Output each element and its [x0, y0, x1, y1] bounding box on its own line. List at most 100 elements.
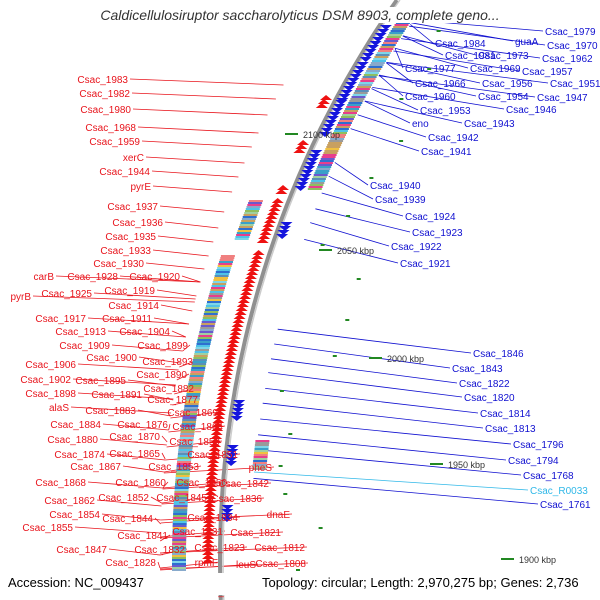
forward-gene-label[interactable]: Csac_1851 [187, 450, 238, 461]
forward-gene-label[interactable]: Csac_1832 [134, 545, 185, 556]
forward-gene-label[interactable]: Csac_1823 [194, 543, 245, 554]
forward-gene-label[interactable]: Csac_1831 [172, 527, 223, 538]
reverse-gene-label[interactable]: Csac_1957 [522, 67, 573, 78]
forward-gene-label[interactable]: Csac_1928 [67, 272, 118, 283]
reverse-gene-label[interactable]: Csac_1946 [506, 105, 557, 116]
forward-gene-label[interactable]: Csac_1899 [137, 341, 188, 352]
forward-gene-label[interactable]: Csac_1847 [56, 545, 107, 556]
forward-gene-label[interactable]: Csac_1867 [70, 462, 121, 473]
forward-gene-label[interactable]: Csac_1868 [35, 478, 86, 489]
forward-gene-label[interactable]: Csac_1852 [98, 493, 149, 504]
reverse-gene-label[interactable]: guaA [515, 37, 539, 48]
reverse-gene-label[interactable]: eno [412, 119, 429, 130]
forward-gene-label[interactable]: Csac_1913 [55, 327, 106, 338]
reverse-gene-label[interactable]: Csac_1962 [542, 54, 593, 65]
forward-gene-label[interactable]: Csac_1982 [79, 89, 130, 100]
forward-gene-label[interactable]: Csac_1911 [102, 314, 152, 325]
forward-gene-label[interactable]: Csac_1808 [255, 559, 306, 570]
reverse-gene-label[interactable]: Csac_1939 [375, 195, 426, 206]
reverse-gene-label[interactable]: Csac_1984 [435, 39, 486, 50]
reverse-gene-label[interactable]: Csac_1761 [540, 500, 591, 511]
reverse-gene-label[interactable]: Csac_1947 [537, 93, 588, 104]
reverse-gene-label[interactable]: Csac_1951 [550, 79, 600, 90]
forward-gene-label[interactable]: Csac_1891 [91, 390, 142, 401]
forward-gene-label[interactable]: Csac_1930 [93, 259, 144, 270]
forward-gene-label[interactable]: Csac_1919 [104, 286, 155, 297]
reverse-gene-label[interactable]: Csac_1943 [464, 119, 515, 130]
forward-gene-label[interactable]: Csac_1898 [25, 389, 76, 400]
forward-gene-label[interactable]: Csac_1882 [143, 384, 194, 395]
forward-gene-label[interactable]: xerC [123, 153, 144, 164]
reverse-gene-label[interactable]: Csac_1970 [547, 41, 598, 52]
forward-gene-label[interactable]: Csac_1906 [25, 360, 76, 371]
reverse-gene-label[interactable]: Csac_1813 [485, 424, 536, 435]
forward-gene-label[interactable]: Csac_1890 [136, 370, 187, 381]
forward-gene-label[interactable]: pheS [249, 463, 273, 474]
reverse-gene-label[interactable]: Csac_1921 [400, 259, 451, 270]
reverse-gene-label[interactable]: Csac_1820 [464, 393, 515, 404]
forward-gene-label[interactable]: alaS [49, 403, 69, 414]
reverse-gene-label[interactable]: Csac_1814 [480, 409, 531, 420]
forward-gene-label[interactable]: Csac_1909 [59, 341, 110, 352]
forward-gene-label[interactable]: Csac_1904 [119, 327, 170, 338]
reverse-gene-label[interactable]: Csac_1966 [415, 79, 466, 90]
forward-gene-label[interactable]: Csac_1983 [77, 75, 128, 86]
forward-gene-label[interactable]: Csac_1865 [109, 449, 160, 460]
forward-gene-label[interactable]: Csac_1980 [80, 105, 131, 116]
reverse-gene-label[interactable]: Csac_1969 [470, 64, 521, 75]
forward-gene-label[interactable]: Csac_1917 [35, 314, 86, 325]
reverse-gene-label[interactable]: Csac_1796 [513, 440, 564, 451]
reverse-gene-label[interactable]: Csac_1843 [452, 364, 503, 375]
forward-gene-label[interactable]: Csac_1880 [47, 435, 98, 446]
forward-gene-label[interactable]: Csac_1895 [75, 376, 126, 387]
reverse-gene-label[interactable]: Csac_1979 [545, 27, 596, 38]
reverse-gene-label[interactable]: Csac_1973 [478, 51, 529, 62]
gene-labels[interactable]: Csac_1986guaACsac_1979Csac_1984Csac_1970… [10, 12, 600, 598]
forward-gene-label[interactable]: Csac_1968 [85, 123, 136, 134]
forward-gene-label[interactable]: pyrB [10, 292, 31, 303]
forward-gene-label[interactable]: Csac_1834 [187, 513, 238, 524]
forward-gene-label[interactable]: Csac_1902 [20, 375, 71, 386]
forward-gene-label[interactable]: Csac_1877 [147, 395, 198, 406]
forward-gene-label[interactable]: dnaE [267, 510, 291, 521]
forward-gene-label[interactable]: Csac_1844 [102, 514, 153, 525]
forward-gene-label[interactable]: Csac_1853 [148, 462, 199, 473]
rna-gene-label[interactable]: Csac_R0033 [530, 486, 588, 497]
forward-gene-label[interactable]: Csac_1884 [50, 420, 101, 431]
reverse-gene-label[interactable]: Csac_1981 [445, 51, 496, 62]
forward-gene-label[interactable]: Csac_1870 [109, 432, 160, 443]
forward-gene-label[interactable]: Csac_1944 [99, 167, 150, 178]
forward-gene-label[interactable]: Csac_1874 [54, 450, 105, 461]
reverse-gene-label[interactable]: Csac_1954 [478, 92, 529, 103]
reverse-gene-label[interactable]: Csac_1953 [420, 106, 471, 117]
forward-gene-label[interactable]: Csac_1864 [172, 422, 223, 433]
reverse-gene-label[interactable]: Csac_1922 [391, 242, 442, 253]
forward-gene-label[interactable]: Csac_1959 [89, 137, 140, 148]
forward-gene-label[interactable]: Csac_1859 [169, 437, 220, 448]
forward-gene-label[interactable]: Csac_1862 [44, 496, 95, 507]
forward-gene-label[interactable]: Csac_1842 [218, 479, 269, 490]
forward-gene-label[interactable]: Csac_1836 [211, 494, 262, 505]
forward-gene-label[interactable]: Csac_1850 [176, 478, 227, 489]
reverse-gene-label[interactable]: Csac_1956 [482, 79, 533, 90]
forward-gene-label[interactable]: Csac_1860 [115, 478, 166, 489]
forward-gene-label[interactable]: Csac_1935 [105, 232, 156, 243]
forward-gene-label[interactable]: Csac_1937 [107, 202, 158, 213]
reverse-gene-label[interactable]: Csac_1846 [473, 349, 524, 360]
forward-gene-label[interactable]: Csac_1828 [105, 558, 156, 569]
reverse-gene-label[interactable]: Csac_1923 [412, 228, 463, 239]
reverse-gene-label[interactable]: Csac_1768 [523, 471, 574, 482]
forward-gene-label[interactable]: pyrE [130, 182, 151, 193]
forward-gene-label[interactable]: Csac_1845 [156, 493, 207, 504]
reverse-gene-label[interactable]: Csac_1924 [405, 212, 456, 223]
forward-gene-label[interactable]: Csac_1925 [41, 289, 92, 300]
forward-gene-label[interactable]: Csac_1883 [85, 406, 136, 417]
reverse-gene-label[interactable]: Csac_1941 [421, 147, 472, 158]
forward-gene-label[interactable]: Csac_1812 [254, 543, 305, 554]
reverse-gene-label[interactable]: Csac_1794 [508, 456, 559, 467]
reverse-gene-label[interactable]: Csac_1977 [405, 64, 456, 75]
forward-gene-label[interactable]: Csac_1936 [112, 218, 163, 229]
forward-gene-label[interactable]: Csac_1920 [129, 272, 180, 283]
forward-gene-label[interactable]: Csac_1821 [230, 528, 281, 539]
reverse-gene-label[interactable]: Csac_1940 [370, 181, 421, 192]
